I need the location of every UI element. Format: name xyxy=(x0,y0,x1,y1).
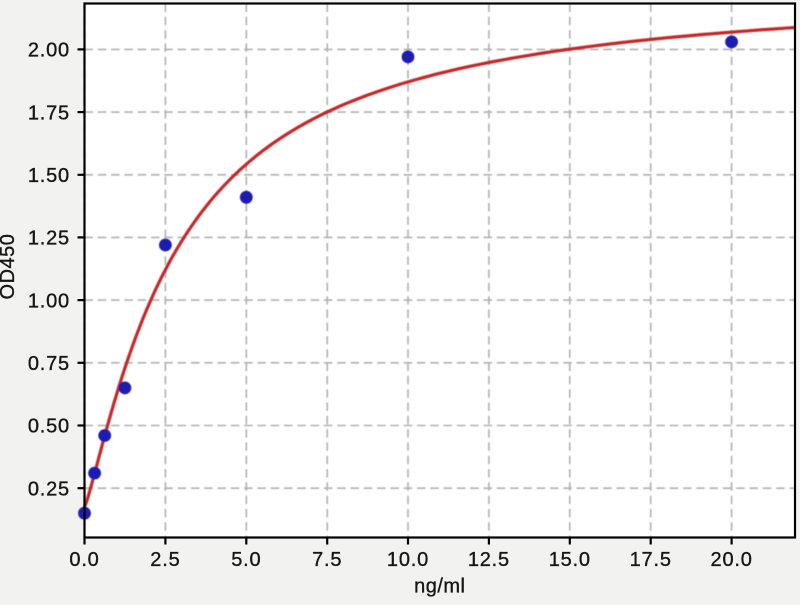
svg-text:1.75: 1.75 xyxy=(28,102,70,124)
svg-text:17.5: 17.5 xyxy=(630,549,672,571)
svg-text:1.00: 1.00 xyxy=(28,290,70,312)
svg-text:OD450: OD450 xyxy=(0,234,19,300)
svg-text:1.25: 1.25 xyxy=(28,228,70,250)
svg-text:ng/ml: ng/ml xyxy=(414,576,465,598)
svg-text:10.0: 10.0 xyxy=(387,549,429,571)
svg-text:0.0: 0.0 xyxy=(69,549,99,571)
svg-text:0.75: 0.75 xyxy=(28,353,70,375)
svg-text:7.5: 7.5 xyxy=(312,549,342,571)
svg-text:1.50: 1.50 xyxy=(28,165,70,187)
svg-text:0.50: 0.50 xyxy=(28,416,70,438)
svg-text:2.5: 2.5 xyxy=(150,549,180,571)
svg-text:20.0: 20.0 xyxy=(711,549,753,571)
svg-text:12.5: 12.5 xyxy=(468,549,510,571)
svg-text:0.25: 0.25 xyxy=(28,478,70,500)
svg-text:15.0: 15.0 xyxy=(549,549,591,571)
svg-text:5.0: 5.0 xyxy=(231,549,261,571)
svg-text:2.00: 2.00 xyxy=(28,40,70,62)
